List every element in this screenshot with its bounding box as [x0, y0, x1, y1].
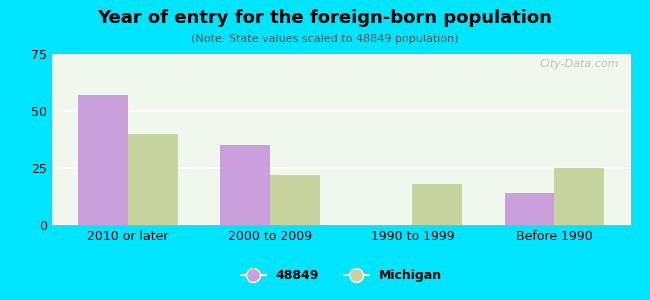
Bar: [412, 184, 462, 225]
Text: City-Data.com: City-Data.com: [540, 59, 619, 69]
Bar: [270, 175, 320, 225]
Bar: [220, 145, 270, 225]
Bar: [554, 168, 604, 225]
Legend: 48849, Michigan: 48849, Michigan: [235, 264, 447, 287]
Text: (Note: State values scaled to 48849 population): (Note: State values scaled to 48849 popu…: [191, 34, 459, 44]
Bar: [128, 134, 178, 225]
Bar: [504, 193, 554, 225]
Text: Year of entry for the foreign-born population: Year of entry for the foreign-born popul…: [98, 9, 552, 27]
Bar: [78, 95, 128, 225]
